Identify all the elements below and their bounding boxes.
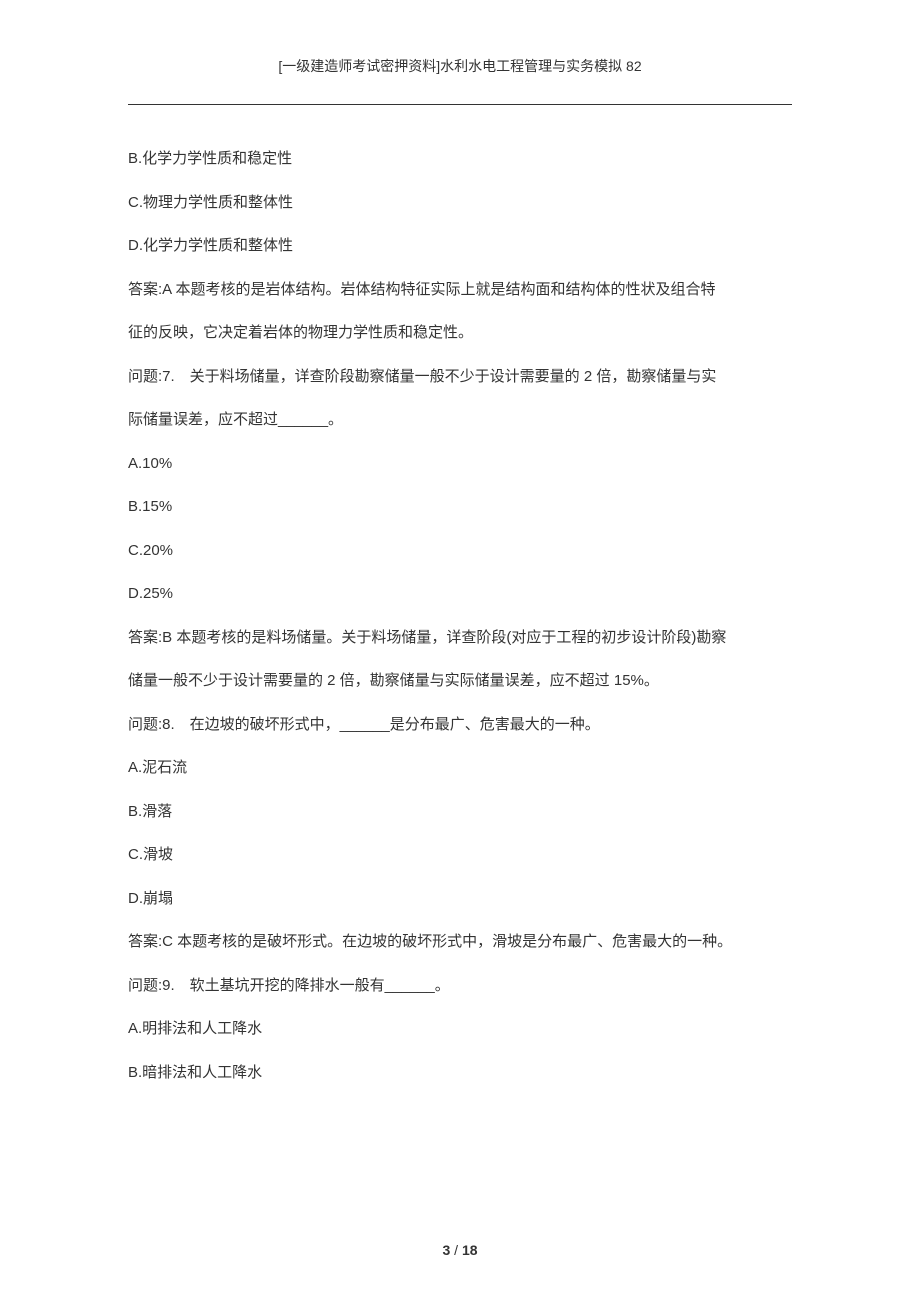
text-line: A.泥石流 [128, 746, 792, 790]
page-number-separator: / [450, 1242, 462, 1258]
text-line: D.化学力学性质和整体性 [128, 224, 792, 268]
text-line: 问题:8. 在边坡的破坏形式中，______是分布最广、危害最大的一种。 [128, 703, 792, 747]
text-line: A.10% [128, 442, 792, 486]
text-line: 储量一般不少于设计需要量的 2 倍，勘察储量与实际储量误差，应不超过 15%。 [128, 659, 792, 703]
text-line: 问题:7. 关于料场储量，详查阶段勘察储量一般不少于设计需要量的 2 倍，勘察储… [128, 355, 792, 399]
text-line: D.崩塌 [128, 877, 792, 921]
text-line: 问题:9. 软土基坑开挖的降排水一般有______。 [128, 964, 792, 1008]
text-line: B.15% [128, 485, 792, 529]
page-header: [一级建造师考试密押资料]水利水电工程管理与实务模拟 82 [128, 56, 792, 76]
text-line: D.25% [128, 572, 792, 616]
text-line: 际储量误差，应不超过______。 [128, 398, 792, 442]
text-line: B.化学力学性质和稳定性 [128, 137, 792, 181]
header-title: [一级建造师考试密押资料]水利水电工程管理与实务模拟 82 [278, 58, 641, 74]
text-line: 答案:C 本题考核的是破坏形式。在边坡的破坏形式中，滑坡是分布最广、危害最大的一… [128, 920, 792, 964]
page-number-total: 18 [462, 1242, 478, 1258]
text-line: C.物理力学性质和整体性 [128, 181, 792, 225]
text-line: 答案:B 本题考核的是料场储量。关于料场储量，详查阶段(对应于工程的初步设计阶段… [128, 616, 792, 660]
page-container: [一级建造师考试密押资料]水利水电工程管理与实务模拟 82 B.化学力学性质和稳… [0, 0, 920, 1094]
text-line: B.滑落 [128, 790, 792, 834]
page-content: B.化学力学性质和稳定性 C.物理力学性质和整体性 D.化学力学性质和整体性 答… [128, 137, 792, 1094]
text-line: A.明排法和人工降水 [128, 1007, 792, 1051]
text-line: B.暗排法和人工降水 [128, 1051, 792, 1095]
page-footer: 3 / 18 [0, 1242, 920, 1258]
text-line: C.20% [128, 529, 792, 573]
text-line: 答案:A 本题考核的是岩体结构。岩体结构特征实际上就是结构面和结构体的性状及组合… [128, 268, 792, 312]
text-line: C.滑坡 [128, 833, 792, 877]
text-line: 征的反映，它决定着岩体的物理力学性质和稳定性。 [128, 311, 792, 355]
header-divider [128, 104, 792, 105]
